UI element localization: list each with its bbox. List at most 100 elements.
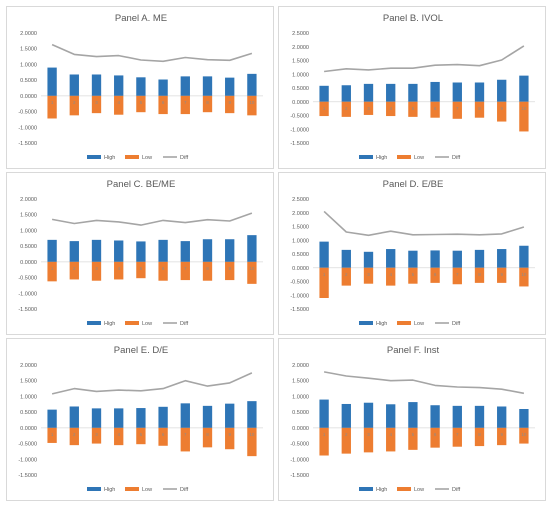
diff-line xyxy=(323,371,525,395)
bar-high xyxy=(519,75,529,102)
y-tick-label: 0.0000 xyxy=(20,260,37,266)
x-tick-label: 9 xyxy=(500,272,503,277)
bar-high xyxy=(47,239,57,262)
legend-label: Low xyxy=(414,321,424,327)
x-tick-label: 5 xyxy=(412,106,415,111)
y-tick-label: -1.0000 xyxy=(290,457,309,463)
bar-low xyxy=(136,427,146,445)
bar-high xyxy=(114,408,124,428)
x-tick-label: 7 xyxy=(184,100,187,105)
x-tick-label: 6 xyxy=(434,106,437,111)
bar-high xyxy=(114,240,124,262)
y-tick-label: -0.5000 xyxy=(290,114,309,120)
bar-low xyxy=(202,261,213,281)
x-tick-label: 3 xyxy=(95,266,98,271)
bar-low xyxy=(114,95,124,115)
bar-low xyxy=(225,427,235,450)
bar-low xyxy=(341,427,351,454)
x-tick-label: 5 xyxy=(412,272,415,277)
x-tick-label: 7 xyxy=(456,432,459,437)
x-tick-label: 9 xyxy=(228,432,231,437)
y-tick-label: -0.5000 xyxy=(18,110,37,116)
bar-low xyxy=(363,427,374,453)
bar-high xyxy=(202,76,213,96)
bar-high xyxy=(136,77,146,96)
x-tick-label: 8 xyxy=(478,272,481,277)
bar-low xyxy=(319,267,329,298)
bar-high xyxy=(519,409,529,428)
bar-high xyxy=(319,399,329,428)
y-tick-label: 1.5000 xyxy=(20,47,37,53)
bar-low xyxy=(474,427,485,447)
x-tick-label: 2 xyxy=(345,432,348,437)
y-tick-label: 1.5000 xyxy=(20,379,37,385)
bar-low xyxy=(497,101,507,122)
y-tick-label: 1.0000 xyxy=(292,238,309,244)
bar-high xyxy=(386,249,396,268)
x-tick-label: 7 xyxy=(184,432,187,437)
bar-high xyxy=(519,245,529,268)
bar-low xyxy=(180,95,190,115)
y-tick-label: 1.0000 xyxy=(292,72,309,78)
y-tick-label: -1.0000 xyxy=(290,293,309,299)
y-tick-label: 1.0000 xyxy=(20,62,37,68)
bar-high xyxy=(386,83,396,102)
bar-high xyxy=(47,67,57,96)
y-tick-label: -0.5000 xyxy=(290,442,309,448)
x-tick-label: 1 xyxy=(51,100,54,105)
y-tick-label: -0.5000 xyxy=(18,442,37,448)
legend-swatch xyxy=(125,155,139,159)
bar-high xyxy=(180,241,190,262)
y-tick-label: 2.0000 xyxy=(20,31,37,37)
bar-high xyxy=(452,82,462,102)
bar-high xyxy=(452,405,462,428)
bar-low xyxy=(452,267,462,285)
legend-swatch xyxy=(359,487,373,491)
bar-low xyxy=(69,427,79,446)
legend-label: Low xyxy=(414,155,424,161)
bar-low xyxy=(158,427,168,446)
legend-label: Diff xyxy=(180,487,189,493)
x-tick-label: 10 xyxy=(521,272,527,277)
bar-low xyxy=(91,261,102,281)
bar-low xyxy=(519,427,529,444)
legend-label: High xyxy=(376,487,387,493)
bar-high xyxy=(247,401,257,428)
bar-low xyxy=(474,267,485,283)
bar-low xyxy=(386,267,396,286)
bar-high xyxy=(91,408,102,428)
bar-low xyxy=(519,267,529,287)
bar-low xyxy=(319,101,329,117)
y-tick-label: 0.0000 xyxy=(292,426,309,432)
legend-swatch xyxy=(359,155,373,159)
diff-line xyxy=(323,210,525,237)
bar-high xyxy=(202,405,213,428)
bar-high xyxy=(497,249,507,268)
x-tick-label: 2 xyxy=(73,266,76,271)
bar-low xyxy=(363,267,374,284)
bar-high xyxy=(158,406,168,428)
x-tick-label: 1 xyxy=(323,432,326,437)
y-tick-label: 0.0000 xyxy=(20,94,37,100)
bar-low xyxy=(474,101,485,118)
bar-low xyxy=(247,261,257,284)
y-tick-label: 1.5000 xyxy=(292,59,309,65)
legend-swatch xyxy=(125,321,139,325)
bar-low xyxy=(319,427,329,456)
y-tick-label: -1.0000 xyxy=(18,291,37,297)
y-tick-label: 2.0000 xyxy=(20,363,37,369)
bar-low xyxy=(202,427,213,448)
x-tick-label: 5 xyxy=(140,100,143,105)
bar-high xyxy=(497,79,507,102)
bar-high xyxy=(225,403,235,428)
bar-low xyxy=(408,101,418,117)
bar-low xyxy=(225,95,235,114)
y-tick-label: -1.5000 xyxy=(18,473,37,479)
bar-high xyxy=(474,249,485,268)
chart-svg: Panel F. Inst 2.0000 1.5000 1.0000 0.5000 0.0… xyxy=(290,345,535,493)
chart-title: Panel E. D/E xyxy=(114,345,168,356)
bar-low xyxy=(452,427,462,447)
x-tick-label: 4 xyxy=(117,100,120,105)
x-tick-label: 3 xyxy=(367,272,370,277)
x-tick-label: 10 xyxy=(249,432,255,437)
